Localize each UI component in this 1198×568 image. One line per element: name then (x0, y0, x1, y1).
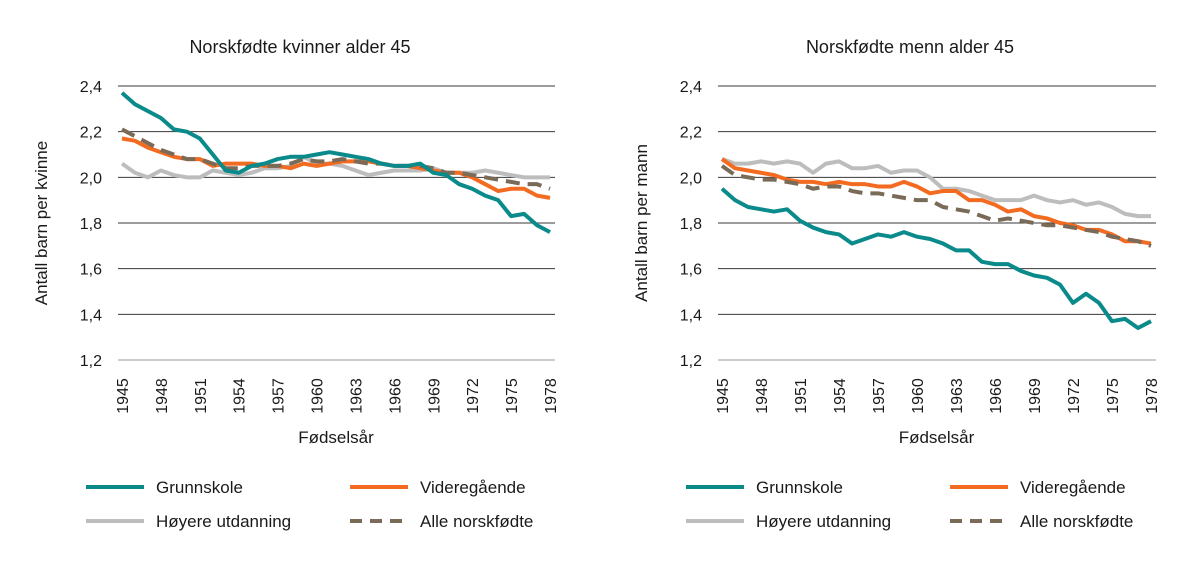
chart-title: Norskfødte kvinner alder 45 (189, 37, 410, 57)
y-tick-label: 1,4 (80, 307, 102, 324)
series-line-alle-norskfødte (121, 127, 551, 191)
x-tick-label: 1957 (271, 378, 288, 414)
x-tick-label: 1948 (154, 378, 171, 414)
legend-label: Høyere utdanning (756, 512, 891, 531)
x-tick-label: 1954 (832, 378, 849, 414)
series-line-videregående (720, 157, 1152, 246)
y-axis-title: Antall barn per kvinne (32, 141, 51, 305)
x-tick-label: 1978 (1144, 378, 1161, 414)
y-tick-label: 1,6 (80, 262, 102, 279)
legend-label: Alle norskfødte (420, 512, 533, 531)
x-tick-label: 1978 (543, 378, 560, 414)
x-tick-label: 1951 (793, 378, 810, 414)
legend-item: Alle norskfødte (950, 512, 1133, 531)
series-line-alle-norskfødte (720, 164, 1152, 248)
y-tick-label: 2,2 (680, 125, 702, 142)
x-tick-label: 1972 (1066, 378, 1083, 414)
y-tick-label: 2,0 (680, 170, 702, 187)
legend-item: Alle norskfødte (350, 512, 533, 531)
y-tick-label: 1,4 (680, 307, 702, 324)
series-line-grunnskole (120, 91, 551, 234)
x-tick-label: 1975 (1105, 378, 1122, 414)
legend-item: Grunnskole (86, 478, 243, 497)
x-tick-label: 1963 (949, 378, 966, 414)
x-tick-label: 1951 (193, 378, 210, 414)
legend-label: Grunnskole (756, 478, 843, 497)
y-tick-label: 1,2 (80, 353, 102, 370)
y-tick-label: 2,4 (80, 79, 102, 96)
y-tick-label: 2,4 (680, 79, 702, 96)
legend-item: Videregående (950, 478, 1126, 497)
x-tick-label: 1963 (348, 378, 365, 414)
y-tick-label: 2,0 (80, 170, 102, 187)
legend-item: Grunnskole (686, 478, 843, 497)
y-axis-title: Antall barn per mann (632, 144, 651, 302)
chart-1: Norskfødte kvinner alder 45 1,2 1,4 1,6 1,8 2… (32, 37, 560, 531)
legend-label: Høyere utdanning (156, 512, 291, 531)
legend-label: Alle norskfødte (1020, 512, 1133, 531)
series-line-videregående (121, 136, 551, 200)
x-tick-label: 1960 (910, 378, 927, 414)
y-tick-label: 1,2 (680, 353, 702, 370)
x-tick-label: 1966 (387, 378, 404, 414)
legend-item: Høyere utdanning (86, 512, 291, 531)
legend-label: Videregående (1020, 478, 1126, 497)
chart-2: Norskfødte menn alder 45 1,2 1,4 1,6 1,8 2,0 2… (632, 37, 1161, 531)
chart-title: Norskfødte menn alder 45 (806, 37, 1014, 57)
x-tick-label: 1954 (232, 378, 249, 414)
x-tick-label: 1975 (504, 378, 521, 414)
y-tick-label: 2,2 (80, 125, 102, 142)
x-tick-label: 1969 (426, 378, 443, 414)
y-tick-label: 1,8 (80, 216, 102, 233)
series-line-grunnskole (720, 187, 1152, 331)
x-tick-label: 1966 (988, 378, 1005, 414)
x-tick-label: 1957 (871, 378, 888, 414)
x-tick-label: 1969 (1027, 378, 1044, 414)
y-tick-label: 1,6 (680, 262, 702, 279)
x-axis-title: Fødselsår (298, 428, 374, 447)
series-line-høyere-utdanning (120, 154, 550, 180)
x-tick-label: 1945 (715, 378, 732, 414)
x-tick-label: 1972 (465, 378, 482, 414)
y-tick-label: 1,8 (680, 216, 702, 233)
x-tick-label: 1945 (115, 378, 132, 414)
x-axis-title: Fødselsår (899, 428, 975, 447)
legend-item: Høyere utdanning (686, 512, 891, 531)
x-tick-label: 1960 (310, 378, 327, 414)
legend-label: Videregående (420, 478, 526, 497)
series-line-høyere-utdanning (721, 157, 1151, 219)
legend-item: Videregående (350, 478, 526, 497)
x-tick-label: 1948 (754, 378, 771, 414)
legend-label: Grunnskole (156, 478, 243, 497)
